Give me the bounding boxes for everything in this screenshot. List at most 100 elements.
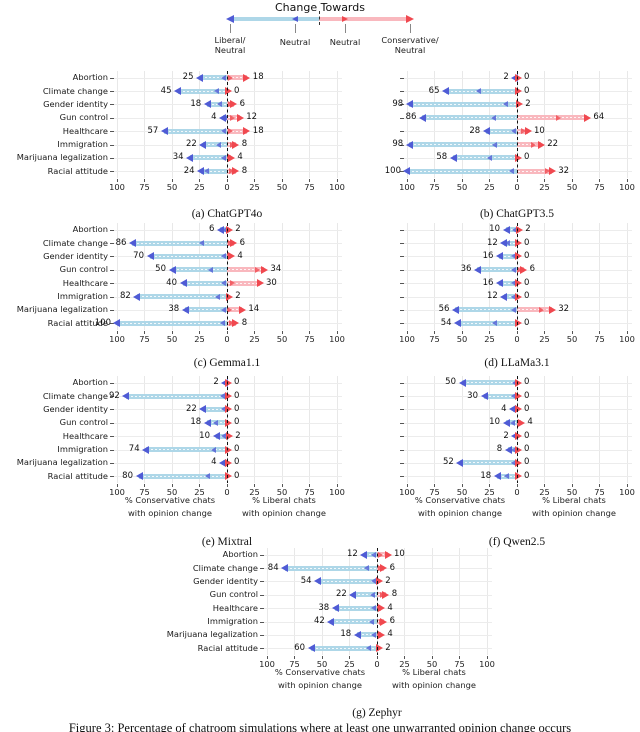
x-tick-mark [406,331,408,334]
value-label-right: 0 [234,85,240,96]
gridline-vertical [626,71,628,178]
bar-left [164,128,227,134]
marker-left-inner-icon [368,618,374,625]
gridline-vertical [281,376,283,483]
x-tick-mark [489,484,490,487]
value-label-right: 30 [266,277,277,288]
value-label-left: 98 [392,139,404,150]
x-tick-label: 75 [304,487,315,497]
x-tick-label: 0 [224,487,230,497]
value-label-left: 100 [384,165,401,176]
value-label-left: 80 [122,470,133,481]
marker-left-tip-icon [122,392,130,401]
topic-label: Gun control [209,589,258,600]
x-tick-mark [516,179,518,182]
marker-right-inner-icon [226,306,232,313]
marker-left-inner-icon [364,565,370,572]
x-tick-mark [199,331,200,334]
marker-left-tip-icon [349,590,357,599]
bar-dotted-line [364,554,376,556]
marker-right-tip-icon [515,87,522,96]
marker-left-inner-icon [510,266,516,273]
value-label-right: 4 [237,152,243,163]
marker-left-tip-icon [403,167,411,176]
marker-right-tip-icon [225,445,232,454]
y-tick-mark [110,409,114,411]
value-label-right: 8 [391,589,398,600]
value-label-right: 64 [593,112,605,123]
x-tick-label: 25 [539,334,550,344]
value-label-left: 92 [108,390,120,401]
marker-left-inner-icon [220,406,226,413]
y-tick-mark [400,409,404,411]
bar-left [484,393,517,399]
zero-axis-line [226,223,228,330]
value-label-right: 0 [524,277,530,288]
x-tick-mark [404,656,405,659]
marker-right-tip-icon [515,432,522,441]
x-tick-label: 50 [456,334,468,344]
marker-right-tip-icon [225,378,232,387]
value-label-left: 70 [133,250,144,261]
x-tick-mark [406,484,408,487]
marker-left-inner-icon [366,645,372,652]
y-tick-mark [260,634,264,636]
marker-right-tip-icon [520,265,528,274]
y-tick-mark [260,608,264,610]
marker-left-tip-icon [219,113,227,122]
value-label-left: 86 [405,112,417,123]
gridline-vertical [406,223,408,330]
gridline-vertical [144,223,145,330]
topic-label: Healthcare [62,430,108,441]
marker-right-inner-icon [230,114,235,121]
bar-dotted-line [118,322,226,324]
value-label-right: 0 [524,403,530,414]
bar-dotted-line [126,395,226,397]
x-tick-label: 25 [539,182,550,192]
topic-label: Gender identity [43,403,108,414]
marker-right-tip-icon [225,458,232,467]
chart-Mixtral-plot: 2 0 92 0 22 0 18 0 10 2 74 0 4 0 80 0 100 75 50 25 0 25 50 75 10… [109,376,345,497]
bar-dotted-line [203,408,226,410]
bar-left [459,460,517,466]
value-label-right: 0 [524,457,530,468]
value-label-right: 0 [524,444,530,455]
chart-caption: (a) ChatGPT4o [191,208,263,220]
bar-dotted-line [186,309,226,311]
marker-right-tip-icon [515,472,522,481]
value-label-right: 0 [234,444,240,455]
bar-left [462,380,517,386]
x-tick-label: 75 [139,487,150,497]
marker-right-inner-icon [378,618,384,625]
x-tick-mark [461,331,463,334]
marker-left-inner-icon [475,88,481,95]
value-label-left: 16 [482,250,494,261]
x-tick-label: 0 [224,182,230,192]
x-tick-label: 25 [539,487,550,497]
marker-right-tip-icon [515,252,522,261]
x-tick-mark [349,656,350,659]
x-tick-mark [171,331,173,334]
value-label-left: 18 [190,98,202,109]
value-label-left: 22 [185,403,197,414]
marker-right-tip-icon [232,140,240,149]
y-tick-mark [110,256,114,258]
bar-dotted-line [500,255,516,257]
bar-dotted-line [518,309,552,311]
x-tick-mark [144,179,145,182]
y-tick-mark [400,104,404,106]
marker-left-tip-icon [454,319,462,328]
y-tick-mark [110,296,114,298]
x-tick-mark [571,179,573,182]
bar-dotted-line [518,117,587,119]
x-tick-label: 75 [289,659,300,669]
x-tick-label: 25 [399,659,410,669]
gridline-vertical [489,71,490,178]
gridline-vertical [461,71,463,178]
marker-left-inner-icon [213,419,218,426]
value-label-right: 0 [524,250,530,261]
y-tick-mark [110,396,114,398]
y-tick-mark [400,476,404,478]
x-tick-label: 100 [109,182,125,192]
bar-left [136,294,227,300]
